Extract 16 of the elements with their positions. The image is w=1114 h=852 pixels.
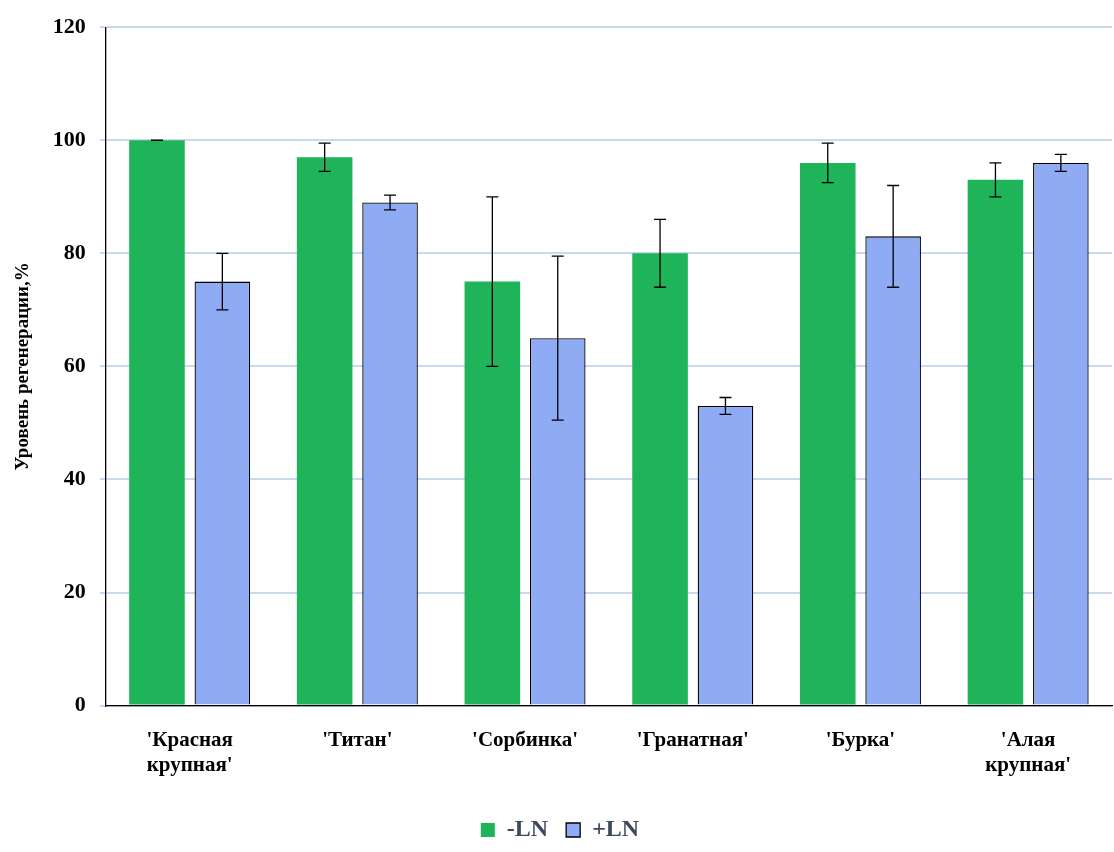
- y-tick-label: 40: [63, 465, 86, 491]
- legend-label: +LN: [592, 815, 640, 842]
- y-tick-label: 0: [74, 691, 86, 717]
- x-tick-label: 'Красная крупная': [146, 726, 233, 776]
- y-tick-label: 120: [52, 12, 86, 38]
- x-tick-label: 'Сорбинка': [472, 726, 579, 751]
- x-tick-label: 'Алая крупная': [985, 726, 1072, 776]
- y-tick-label: 20: [63, 578, 86, 604]
- y-tick-label: 100: [52, 125, 86, 151]
- legend-label: -LN: [506, 815, 549, 842]
- y-tick-label: 60: [63, 352, 86, 378]
- x-tick-label: 'Титан': [322, 726, 393, 751]
- y-tick-label: 80: [63, 239, 86, 265]
- x-tick-label: 'Гранатная': [636, 726, 749, 751]
- y-axis-title: Уровень регенерации,%: [11, 262, 33, 471]
- x-tick-label: 'Бурка': [825, 726, 896, 751]
